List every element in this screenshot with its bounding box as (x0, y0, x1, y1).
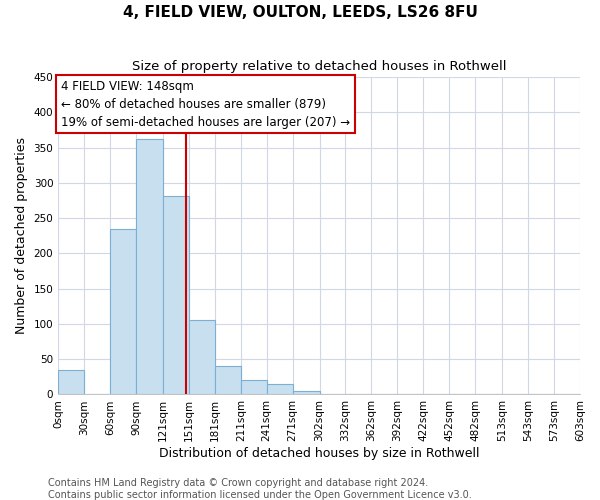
Bar (189, 320, 215, 394)
Bar (293, 391, 320, 394)
Bar (58, 370, 84, 394)
Bar (241, 380, 267, 394)
Y-axis label: Number of detached properties: Number of detached properties (15, 137, 28, 334)
Bar (110, 228, 136, 394)
Text: 4 FIELD VIEW: 148sqm
← 80% of detached houses are smaller (879)
19% of semi-deta: 4 FIELD VIEW: 148sqm ← 80% of detached h… (61, 80, 350, 129)
Text: 4, FIELD VIEW, OULTON, LEEDS, LS26 8FU: 4, FIELD VIEW, OULTON, LEEDS, LS26 8FU (122, 5, 478, 20)
Title: Size of property relative to detached houses in Rothwell: Size of property relative to detached ho… (132, 60, 506, 73)
X-axis label: Distribution of detached houses by size in Rothwell: Distribution of detached houses by size … (159, 447, 479, 460)
Bar (267, 384, 293, 394)
Text: Contains HM Land Registry data © Crown copyright and database right 2024.
Contai: Contains HM Land Registry data © Crown c… (48, 478, 472, 500)
Bar (215, 366, 241, 394)
Bar (136, 139, 163, 394)
Bar (163, 196, 189, 394)
